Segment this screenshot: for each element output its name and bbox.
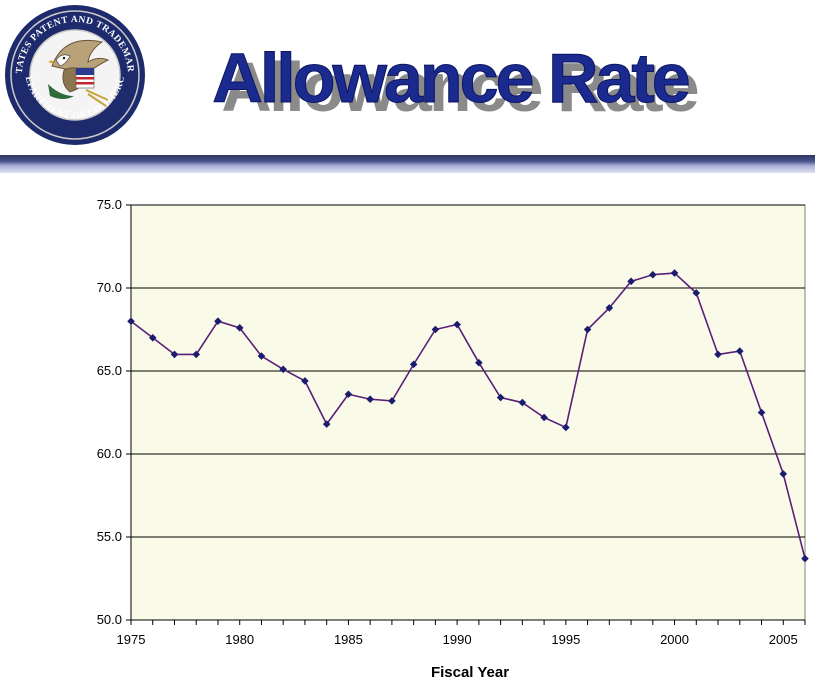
x-axis-ticks: 1975 1980 1985 1990 1995 2000 2005: [117, 620, 806, 647]
series-layer: [127, 269, 809, 563]
page-title: Allowance Rate Allowance Rate: [212, 39, 701, 127]
data-point: [301, 377, 309, 385]
data-point: [127, 317, 135, 325]
x-tick-label: 1975: [117, 632, 146, 647]
y-tick-label: 50.0: [97, 612, 122, 627]
eagle-emblem-icon: [48, 39, 110, 107]
data-point: [627, 277, 635, 286]
data-point: [170, 350, 179, 359]
y-tick-label: 75.0: [97, 197, 122, 212]
y-tick-label: 65.0: [97, 363, 122, 378]
allowance-rate-chart: 50.0 55.0 60.0 65.0 70.0 75.0 1975 1980 1985 199…: [97, 197, 809, 681]
data-point: [518, 398, 527, 407]
series-line: [130, 272, 806, 559]
x-tick-label: 2005: [769, 632, 798, 647]
data-point: [148, 334, 157, 342]
data-point: [670, 269, 679, 277]
data-point: [235, 324, 244, 332]
data-point: [735, 347, 744, 355]
header-divider: [0, 155, 815, 173]
svg-text:Allowance Rate: Allowance Rate: [212, 39, 688, 117]
data-point: [192, 350, 201, 359]
data-point: [649, 270, 657, 279]
y-tick-label: 55.0: [97, 529, 122, 544]
x-tick-label: 1995: [551, 632, 580, 647]
data-point: [279, 365, 287, 374]
svg-text:Allowance Rate: Allowance Rate: [221, 48, 697, 126]
data-point: [431, 325, 440, 334]
data-point: [453, 320, 461, 329]
data-point: [583, 325, 592, 334]
uspto-seal-logo: UNITED STATES PATENT AND TRADEMARK OFFIC…: [4, 4, 145, 145]
data-point: [214, 317, 222, 325]
data-point: [322, 420, 331, 428]
x-axis-label: Fiscal Year: [431, 664, 509, 681]
y-tick-label: 70.0: [97, 280, 122, 295]
data-point: [757, 408, 766, 417]
gridlines: [131, 204, 805, 538]
data-point: [366, 395, 374, 404]
data-point: [562, 423, 570, 432]
data-point: [388, 397, 396, 405]
data-point: [540, 413, 548, 422]
data-point: [801, 554, 809, 563]
y-axis-ticks: 50.0 55.0 60.0 65.0 70.0 75.0: [97, 197, 131, 627]
data-point: [344, 390, 353, 399]
plot-area: [130, 204, 806, 621]
data-point: [257, 352, 266, 360]
data-point: [779, 470, 788, 478]
data-point: [605, 304, 614, 312]
y-tick-label: 60.0: [97, 446, 122, 461]
data-point: [409, 360, 418, 369]
axes: [130, 205, 805, 621]
data-point: [475, 358, 483, 367]
data-point: [496, 393, 505, 402]
data-point: [714, 350, 722, 359]
x-tick-label: 1985: [334, 632, 363, 647]
x-tick-label: 1980: [225, 632, 254, 647]
x-tick-label: 1990: [443, 632, 472, 647]
x-tick-label: 2000: [660, 632, 689, 647]
